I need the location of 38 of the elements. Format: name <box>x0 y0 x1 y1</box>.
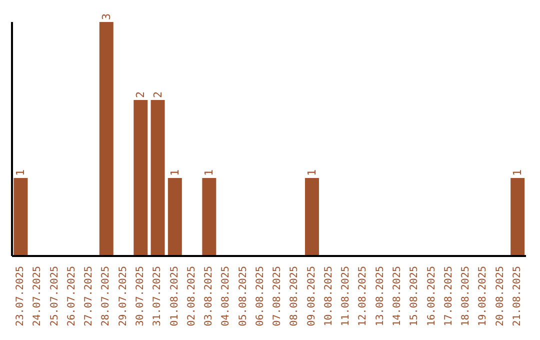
x-tick-label: 28.07.2025 <box>100 266 112 326</box>
x-tick-label: 10.08.2025 <box>323 266 334 326</box>
x-tick-label: 31.07.2025 <box>152 266 164 326</box>
x-tick-label: 21.08.2025 <box>512 266 523 326</box>
x-tick-label: 25.07.2025 <box>49 266 60 326</box>
x-tick-label: 24.07.2025 <box>32 266 44 326</box>
x-tick-label: 23.07.2025 <box>15 266 26 326</box>
x-tick-label: 19.08.2025 <box>478 266 489 326</box>
x-tick-label: 08.08.2025 <box>289 266 300 326</box>
x-tick-label: 13.08.2025 <box>374 266 386 326</box>
x-tick-label: 05.08.2025 <box>238 266 249 326</box>
x-tick-label: 18.08.2025 <box>460 266 472 326</box>
x-tick-label: 17.08.2025 <box>443 266 454 326</box>
x-tick-label: 26.07.2025 <box>66 266 78 326</box>
x-tick-label: 06.08.2025 <box>254 266 266 326</box>
x-tick-label: 30.07.2025 <box>135 266 146 326</box>
x-tick-label: 14.08.2025 <box>392 266 403 326</box>
data-label: 1 <box>14 169 28 176</box>
data-label: 1 <box>202 169 216 176</box>
x-tick-label: 03.08.2025 <box>204 266 215 326</box>
data-label: 2 <box>134 91 148 98</box>
x-tick-label: 11.08.2025 <box>340 266 352 326</box>
x-tick-label: 01.08.2025 <box>169 266 180 326</box>
data-label: 3 <box>100 13 113 20</box>
x-tick-label: 15.08.2025 <box>409 266 420 326</box>
x-tick-label: 16.08.2025 <box>426 266 438 326</box>
x-tick-label: 04.08.2025 <box>220 266 232 326</box>
x-tick-label: 12.08.2025 <box>358 266 369 326</box>
data-label: 1 <box>511 169 524 176</box>
x-tick-label: 07.08.2025 <box>272 266 284 326</box>
x-tick-label: 20.08.2025 <box>494 266 506 326</box>
x-tick-label: 29.07.2025 <box>118 266 129 326</box>
data-label: 2 <box>151 91 164 98</box>
x-tick-label: 27.07.2025 <box>84 266 95 326</box>
x-tick-label: 09.08.2025 <box>306 266 318 326</box>
data-label: 1 <box>305 169 318 176</box>
data-label: 1 <box>168 169 182 176</box>
x-tick-label: 02.08.2025 <box>186 266 198 326</box>
